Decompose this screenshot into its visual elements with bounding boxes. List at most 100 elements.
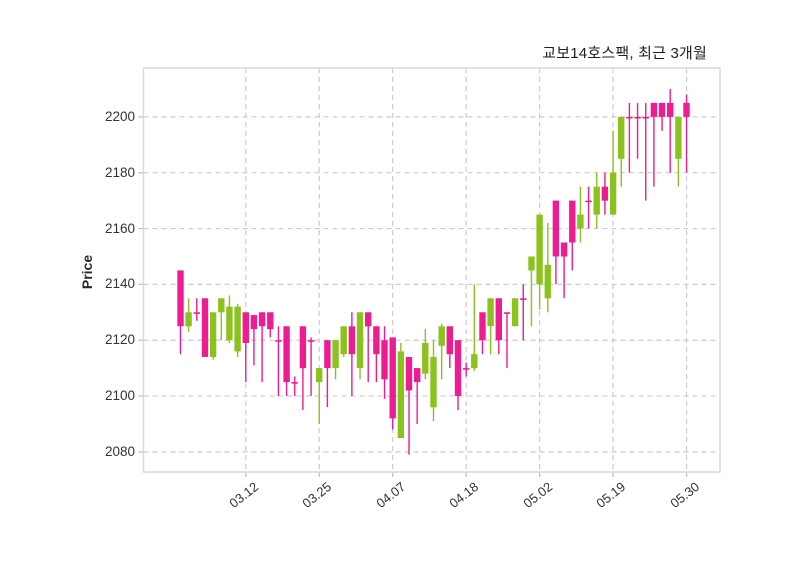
candle (373, 326, 380, 383)
candle (667, 88, 674, 173)
candle-body (569, 200, 576, 243)
candle (193, 298, 200, 321)
candle-body (438, 326, 445, 346)
candle-body (414, 368, 421, 383)
candle (658, 102, 666, 131)
candle (430, 340, 437, 422)
candle-body (324, 340, 331, 369)
candle-body (446, 326, 453, 355)
y-tick-label: 2140 (104, 276, 135, 292)
candle (405, 357, 413, 455)
candle-body (348, 326, 356, 355)
candle (511, 298, 519, 327)
candle-body (667, 102, 674, 117)
candle (528, 256, 535, 327)
candle (438, 323, 445, 380)
candle-body (373, 326, 380, 355)
candle-body (316, 368, 323, 383)
candle-body (177, 270, 184, 327)
candle (463, 362, 470, 377)
candle-body (209, 312, 217, 357)
candle-body (250, 315, 258, 330)
candle (389, 337, 396, 430)
candle-body (487, 298, 494, 327)
candle (593, 172, 600, 229)
candle-body (283, 326, 290, 383)
candle (471, 284, 478, 371)
candle (585, 186, 592, 229)
candle-body (520, 298, 527, 300)
candle (258, 312, 266, 383)
y-tick-label: 2080 (104, 443, 135, 459)
candle (454, 340, 462, 410)
candle (332, 340, 339, 380)
candle-body (658, 102, 666, 117)
candle-body (201, 298, 209, 357)
candle (446, 326, 453, 369)
candle-body (593, 186, 600, 215)
candle (552, 200, 560, 285)
candle (520, 284, 527, 341)
candle-body (234, 306, 241, 352)
candle (544, 223, 551, 313)
candle (650, 102, 658, 187)
candle (618, 116, 625, 187)
candle-body (544, 264, 551, 299)
chart-title: 교보14호스팩, 최근 3개월 (542, 45, 707, 62)
candle (675, 116, 682, 187)
candle-body (675, 116, 682, 159)
y-tick-label: 2160 (104, 220, 135, 236)
candle-body (454, 340, 462, 396)
candle (414, 368, 421, 424)
candle-body (585, 200, 592, 203)
candle-body (511, 298, 519, 327)
candle (569, 200, 576, 271)
candle (234, 303, 241, 357)
candle (365, 312, 372, 383)
candle-body (642, 116, 649, 119)
candle (601, 172, 609, 215)
candle (609, 130, 617, 215)
candle (381, 326, 388, 399)
plot-border (142, 67, 721, 473)
candle-body (405, 357, 413, 391)
candle-body (397, 351, 405, 438)
candle-body (471, 354, 478, 369)
candle-body (683, 102, 690, 117)
candle-body (495, 298, 502, 341)
candle (340, 326, 347, 357)
candle-body (430, 357, 437, 408)
candle (218, 298, 225, 341)
candle (185, 298, 192, 332)
y-tick-label: 2200 (104, 108, 135, 124)
candle-body (226, 306, 233, 341)
candle-body (626, 116, 633, 119)
candle (479, 312, 486, 355)
candle-body (422, 343, 429, 374)
candle (283, 326, 290, 397)
candle (356, 312, 364, 380)
candle (267, 312, 274, 338)
candle (577, 186, 584, 243)
candle (275, 326, 282, 397)
candle (536, 214, 543, 310)
candle-body (185, 312, 192, 327)
candle-body (258, 312, 266, 327)
candle (250, 315, 258, 366)
candle-body (381, 340, 388, 380)
candle-body (552, 200, 560, 257)
candle-body (299, 326, 307, 369)
candle-body (536, 214, 543, 285)
candle (634, 102, 641, 159)
candle-body (332, 340, 339, 369)
candle (397, 343, 405, 438)
candle (226, 295, 233, 343)
candle (242, 312, 249, 383)
candle-body (307, 340, 315, 342)
candle (307, 337, 315, 397)
candle-body (479, 312, 486, 341)
candle (683, 94, 690, 173)
candle-body (560, 242, 568, 257)
